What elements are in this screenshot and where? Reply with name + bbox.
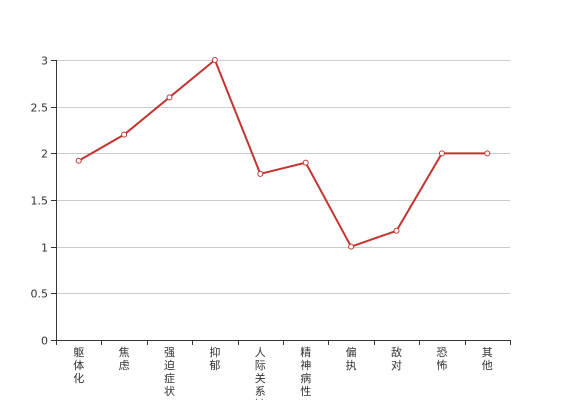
x-tick-label: 焦虑 <box>119 346 130 372</box>
grid-layer <box>56 60 510 294</box>
axis-layer: 0 0.5 1 1.5 2 2.5 3 躯体化 焦虑 强迫症状 抑郁 人际关系敏感 精神病性 偏执 敌对 恐怖… <box>31 55 511 405</box>
series-line <box>78 58 488 248</box>
y-tick-label: 3 <box>41 55 48 68</box>
y-tick-label: 2.5 <box>31 102 49 115</box>
x-tick-label: 精神病性 <box>300 346 311 398</box>
x-tick-label: 抑郁 <box>209 345 220 372</box>
x-tick-label: 躯体化 <box>73 346 84 385</box>
x-tick-label: 恐怖 <box>436 346 447 372</box>
data-point[interactable] <box>348 243 355 250</box>
data-point[interactable] <box>257 170 264 177</box>
data-point[interactable] <box>393 227 400 234</box>
data-point[interactable] <box>121 131 128 138</box>
x-tick-label: 其他 <box>482 346 493 372</box>
y-tick-label: 0 <box>41 335 48 348</box>
data-point[interactable] <box>438 150 445 157</box>
y-tick-label: 0.5 <box>31 288 49 301</box>
x-tick-label: 强迫症状 <box>164 346 175 398</box>
x-tick-label: 敌对 <box>391 345 402 372</box>
y-tick-label: 1.5 <box>31 195 49 208</box>
series-layer <box>75 57 491 250</box>
y-tick-label: 1 <box>41 242 48 255</box>
data-point[interactable] <box>211 57 218 63</box>
data-point[interactable] <box>166 94 173 101</box>
x-tick-label: 偏执 <box>346 345 357 372</box>
data-point[interactable] <box>302 159 309 166</box>
data-point[interactable] <box>75 157 82 164</box>
data-point[interactable] <box>484 150 491 157</box>
x-tick-label: 人际关系敏感 <box>255 346 266 400</box>
y-tick-label: 2 <box>41 148 48 161</box>
